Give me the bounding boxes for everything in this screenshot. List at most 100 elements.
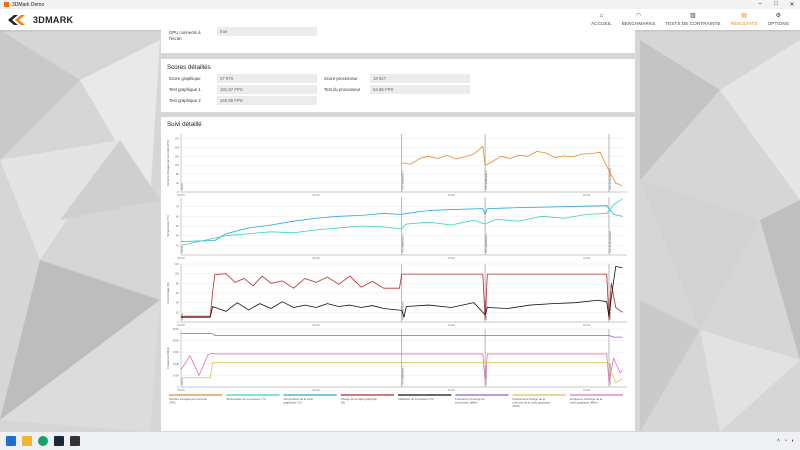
logo-text: 3DMARK (33, 14, 74, 25)
gpu-connected-value: true (217, 27, 317, 36)
phase-label: Test graphique 1 (401, 365, 405, 385)
phase-label: Test graphique 1 (401, 170, 405, 190)
legend-label: Charge de la carte graphique (%) (341, 397, 378, 405)
nav-label: TESTS DE CONTRAINTE (665, 21, 721, 26)
nav-label: ACCUEIL (591, 21, 612, 26)
nav-r-sultats[interactable]: ▤ RÉSULTATS (726, 9, 763, 30)
legend-label: Utilisation du processeur (%) (398, 397, 434, 401)
x-tick-label: 00:00 (178, 256, 185, 260)
phase-label: Test graphique 1 (401, 233, 405, 253)
y-tick-label: 100 (174, 272, 179, 276)
nav-tests-de-contrainte[interactable]: ▥ TESTS DE CONTRAINTE (660, 9, 726, 30)
close-button[interactable]: ✕ (789, 2, 795, 8)
steam-icon[interactable] (54, 436, 64, 446)
y-tick-label: 80 (176, 172, 180, 176)
phase-label: Démo (180, 183, 184, 190)
legend-label: Fréquence d'horloge du processeur (MHz) (455, 397, 485, 405)
scores-title: Scores détaillés (167, 64, 211, 71)
cpu-score-value: 18 917 (370, 74, 470, 83)
legend-label: Nombre d'images par seconde (IPS) (169, 397, 207, 405)
app-header: 3DMARK ⌂ ACCUEIL ◠ BENCHMARKS ▥ TESTS DE CONT… (0, 9, 800, 30)
series-line-temp-rature-du-processeur-c (180, 198, 623, 246)
chevron-up-icon[interactable]: ˄ (777, 438, 780, 444)
x-tick-label: 00:30 (313, 193, 320, 197)
y-axis-label: Pourcentage (%) (166, 282, 170, 303)
series-line-nombre-d-images-par-seconde-ips (401, 145, 623, 187)
3dmark-taskbar-icon[interactable] (70, 436, 80, 446)
volume-icon[interactable]: ◖ (790, 438, 794, 444)
phase-label: Démo (180, 378, 184, 385)
y-tick-label: 0 (177, 320, 179, 324)
x-tick-label: 01:30 (583, 256, 590, 260)
legend-label: Température de la carte graphique (°C) (284, 397, 314, 405)
main-nav: ⌂ ACCUEIL ◠ BENCHMARKS ▥ TESTS DE CONTRAINTE ▤… (586, 9, 794, 30)
logo-icon (8, 14, 25, 25)
y-tick-label: 0 (177, 190, 179, 194)
series-line-utilisation-du-processeur (181, 266, 623, 318)
system-tray: ˄ ◔ ◖ (777, 438, 794, 444)
detailed-tracking-panel: Suivi détaillé 0 40 80 120 160 200 240 Nombre d… (161, 117, 635, 431)
start-icon[interactable] (6, 436, 16, 446)
gear-icon: ⚙ (775, 13, 782, 19)
y-tick-label: 3000 (173, 350, 180, 354)
cpu-score-label: Score processeur (324, 76, 358, 81)
series-line-temp-rature-de-la-carte-graphique-c (180, 205, 623, 242)
x-tick-label: 01:00 (448, 388, 455, 392)
y-tick-label: 80 (176, 281, 180, 285)
maximize-button[interactable]: □ (774, 1, 778, 7)
y-tick-label: 1000 (173, 373, 180, 377)
bars-icon: ▥ (690, 13, 696, 19)
tracking-title: Suivi détaillé (167, 121, 202, 128)
nav-label: RÉSULTATS (730, 21, 758, 26)
y-tick-label: 200 (174, 145, 179, 149)
cpu-test-label: Test du processeur (324, 87, 361, 92)
window-title: 3DMark Demo (12, 1, 45, 8)
y-tick-label: 240 (174, 136, 179, 140)
x-tick-label: 01:30 (583, 388, 590, 392)
series-line-fr-quence-d-horloge-du-processeur-mhz (181, 333, 623, 338)
graphics-test2-value: 160.85 FPS (217, 96, 317, 105)
x-tick-label: 01:00 (448, 256, 455, 260)
chart-icon: ▤ (741, 13, 748, 19)
y-tick-label: 40 (176, 301, 180, 305)
x-tick-label: 01:00 (448, 193, 455, 197)
file-explorer-icon[interactable] (22, 436, 32, 446)
phase-label: Test du processeur (608, 168, 612, 190)
phase-label: Test graphique 2 (484, 170, 488, 190)
series-line-fr-quence-d-horloge-de-la-carte-graphique-mhz (180, 352, 623, 383)
x-tick-label: 00:00 (178, 193, 185, 197)
legend-label: Température du processeur (°C) (226, 397, 266, 401)
gauge-icon: ◠ (635, 13, 642, 19)
y-axis-label: Nombre d'images par seconde (IPS) (166, 140, 170, 185)
x-tick-label: 00:30 (313, 388, 320, 392)
detailed-scores-panel: Scores détaillés Score graphique 27 970 … (161, 59, 635, 112)
cpu-test-value: 63.55 FPS (370, 85, 470, 94)
y-tick-label: 4000 (173, 339, 180, 343)
network-icon[interactable]: ◔ (783, 438, 787, 444)
phase-label: Démo (180, 246, 184, 253)
y-tick-label: 160 (174, 154, 179, 158)
y-tick-label: 5000 (173, 327, 180, 331)
y-axis-label: Température (°C) (166, 215, 170, 237)
x-tick-label: 01:30 (583, 323, 590, 327)
edge-icon[interactable] (38, 436, 48, 446)
graphics-test2-label: Test graphique 2 (169, 98, 201, 103)
x-tick-label: 00:00 (178, 388, 185, 392)
phase-label: Test du processeur (608, 363, 612, 385)
x-tick-label: 01:00 (448, 323, 455, 327)
nav-benchmarks[interactable]: ◠ BENCHMARKS (617, 9, 660, 30)
x-tick-label: 01:30 (583, 193, 590, 197)
gpu-connected-label: GPU connecté à l'écran (169, 30, 201, 41)
phase-label: Test graphique 2 (484, 300, 488, 320)
nav-options[interactable]: ⚙ OPTIONS (763, 9, 794, 30)
y-tick-label: 60 (176, 214, 180, 218)
logo[interactable]: 3DMARK (8, 14, 74, 25)
gpu-info-panel: GPU connecté à l'écran true (161, 27, 635, 53)
y-tick-label: 70 (176, 205, 180, 209)
legend-label: Fréquence d'horloge de la carte graphique… (570, 397, 603, 405)
y-tick-label: 30 (176, 243, 180, 247)
nav-accueil[interactable]: ⌂ ACCUEIL (586, 9, 617, 30)
app-icon (4, 2, 9, 7)
minimize-button[interactable]: – (758, 1, 762, 7)
